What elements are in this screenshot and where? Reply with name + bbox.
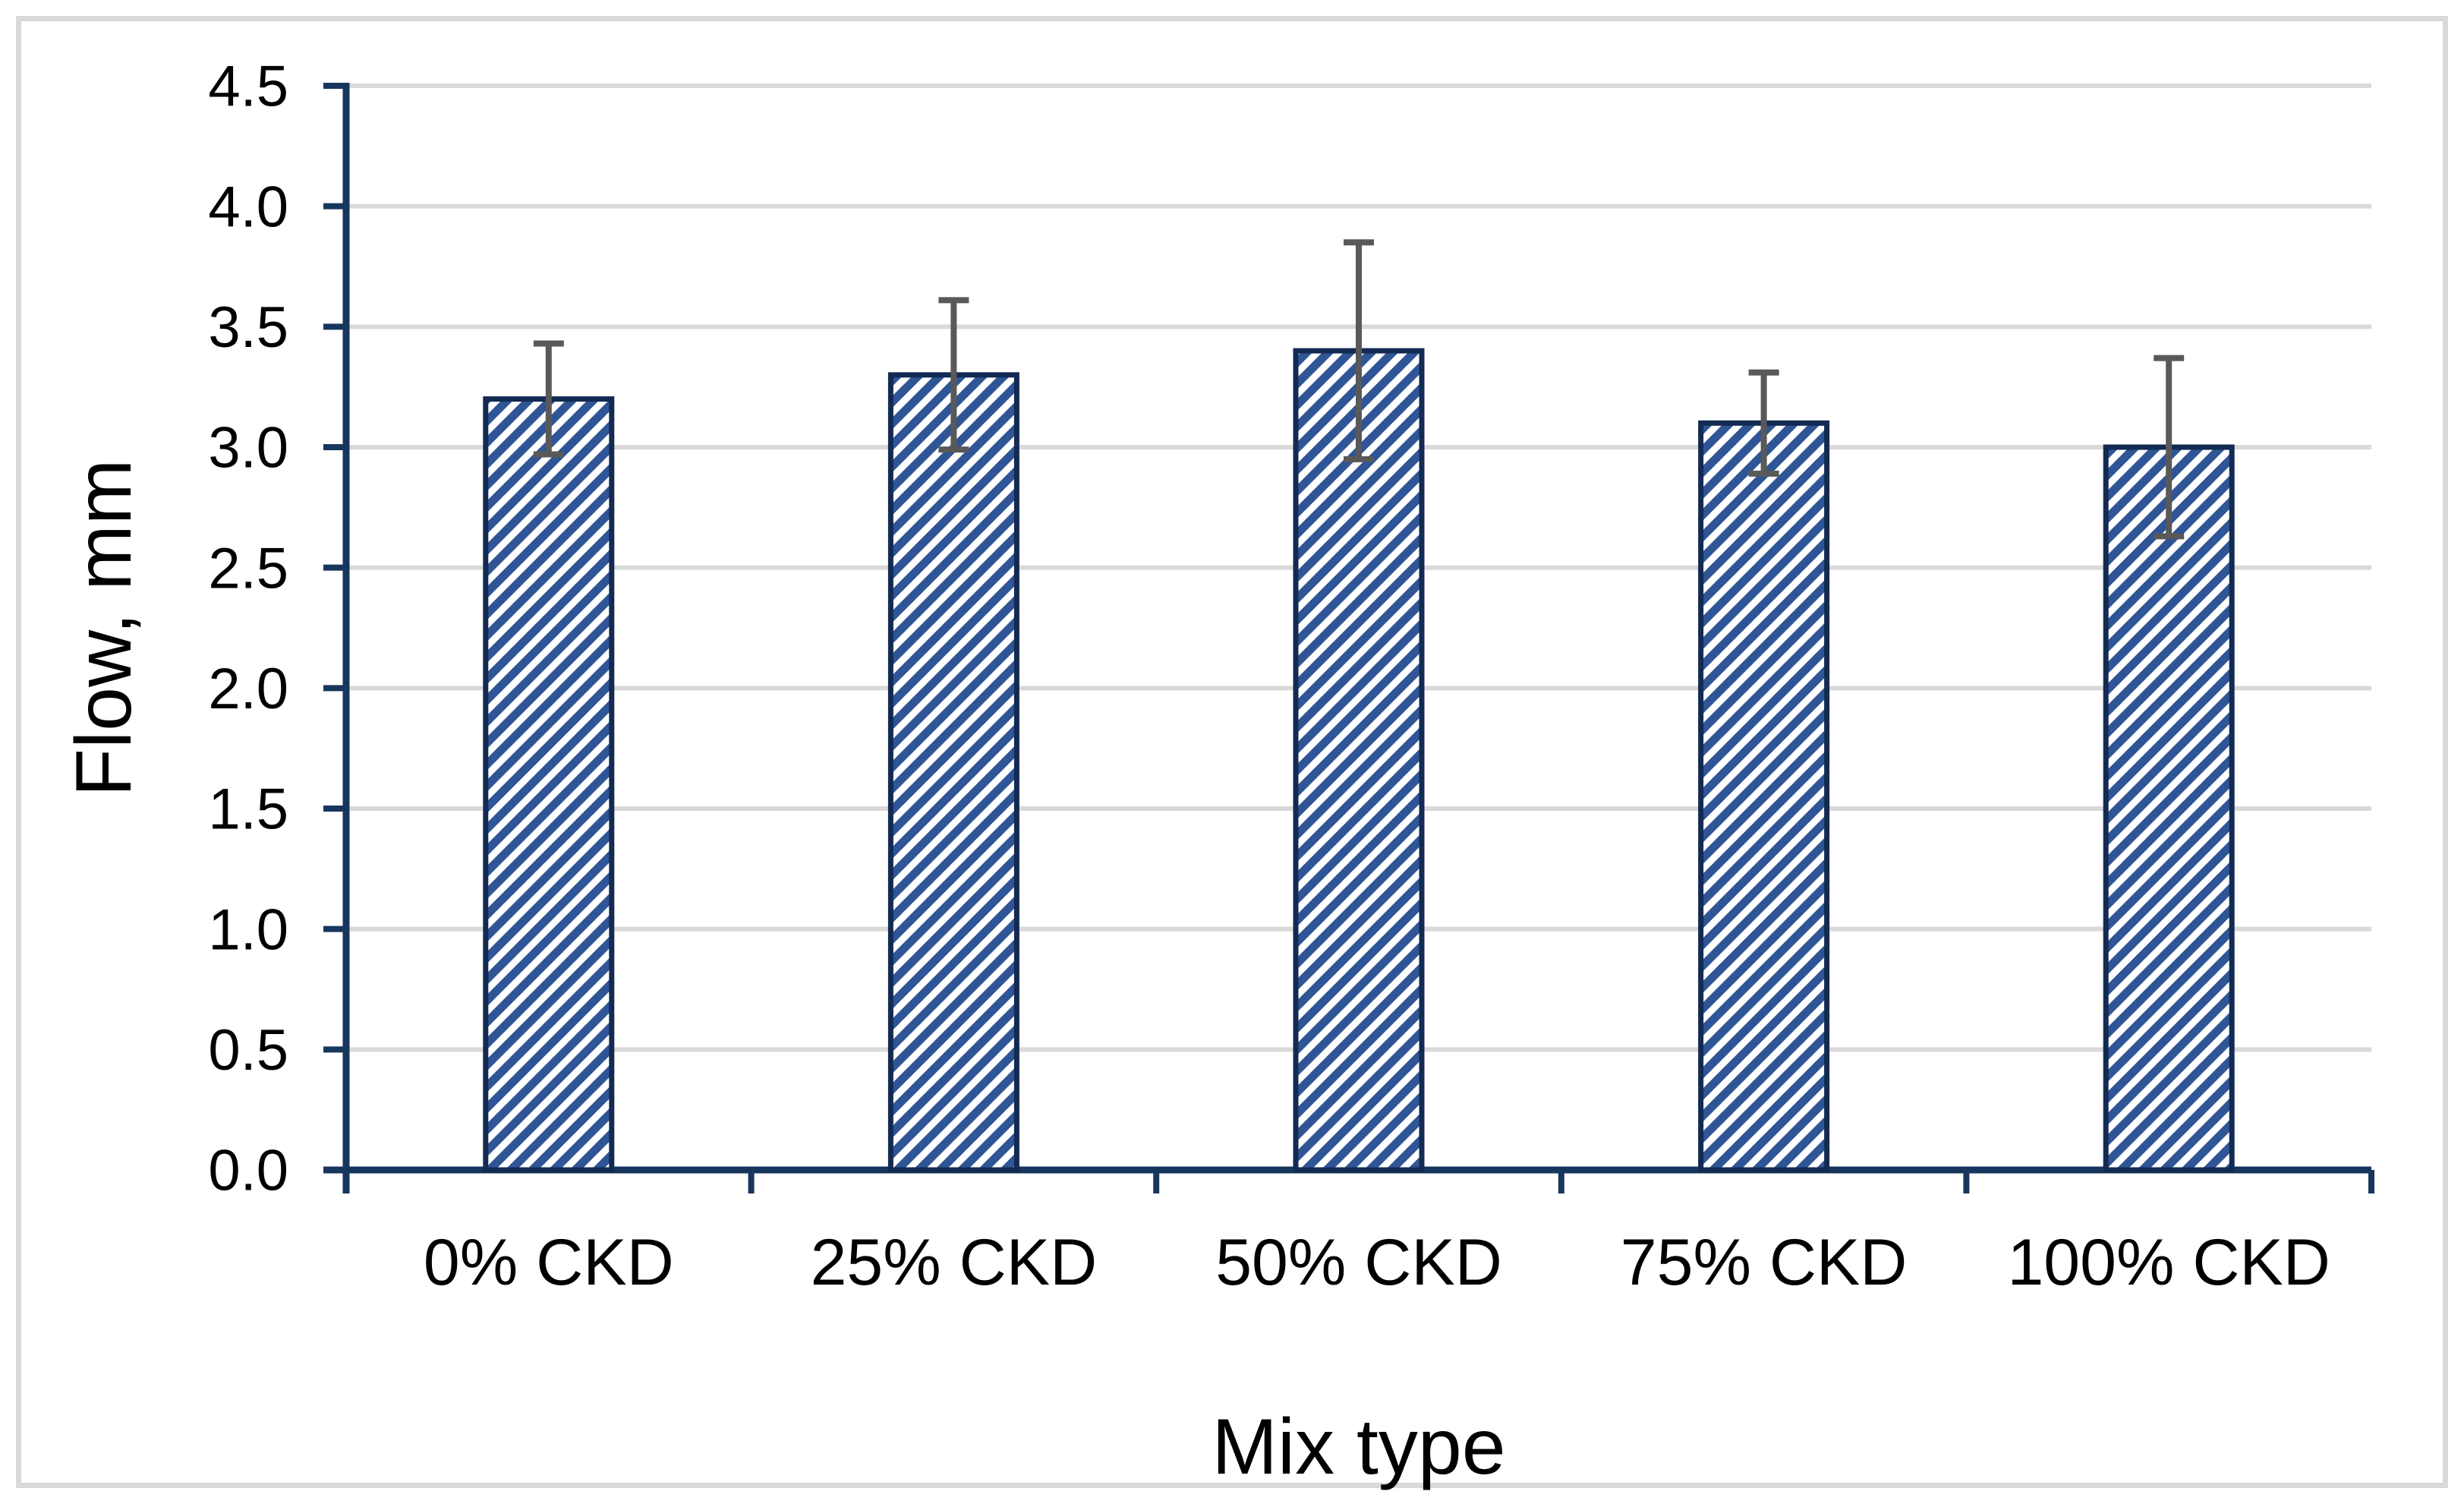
error-bars: [533, 239, 2185, 540]
y-tick-label: 1.0: [208, 897, 288, 962]
y-tick-label: 1.5: [208, 777, 288, 842]
bar-75ckd: [1698, 420, 1830, 1173]
bar-100ckd: [2103, 444, 2235, 1173]
y-tick-label: 3.0: [208, 416, 288, 481]
y-axis-title: Flow, mm: [60, 459, 148, 797]
x-tick-label: 0% CKD: [424, 1226, 674, 1299]
x-tick-label: 25% CKD: [811, 1226, 1098, 1299]
y-tick-label: 4.5: [208, 55, 288, 119]
x-axis-title: Mix type: [1212, 1403, 1505, 1491]
x-tick-label: 50% CKD: [1215, 1226, 1502, 1299]
bar-0ckd: [483, 396, 615, 1173]
x-tick-labels: 0% CKD 25% CKD 50% CKD 75% CKD 100% CKD: [424, 1226, 2330, 1299]
y-tick-label: 4.0: [208, 175, 288, 239]
bar-series: [483, 348, 2235, 1173]
bar-50ckd: [1293, 348, 1425, 1173]
figure-border: [16, 16, 2448, 1488]
y-tick-label: 3.5: [208, 295, 288, 360]
bar-25ckd: [887, 372, 1019, 1173]
y-tick-labels: 0.0 0.5 1.0 1.5 2.0 2.5 3.0 3.5 4.0 4.5: [208, 55, 288, 1203]
y-tick-label: 2.5: [208, 536, 288, 601]
y-tick-label: 2.0: [208, 657, 288, 721]
y-tick-label: 0.0: [208, 1139, 288, 1203]
x-tick-label: 100% CKD: [2007, 1226, 2330, 1299]
x-tick-label: 75% CKD: [1621, 1226, 1908, 1299]
y-tick-label: 0.5: [208, 1018, 288, 1083]
